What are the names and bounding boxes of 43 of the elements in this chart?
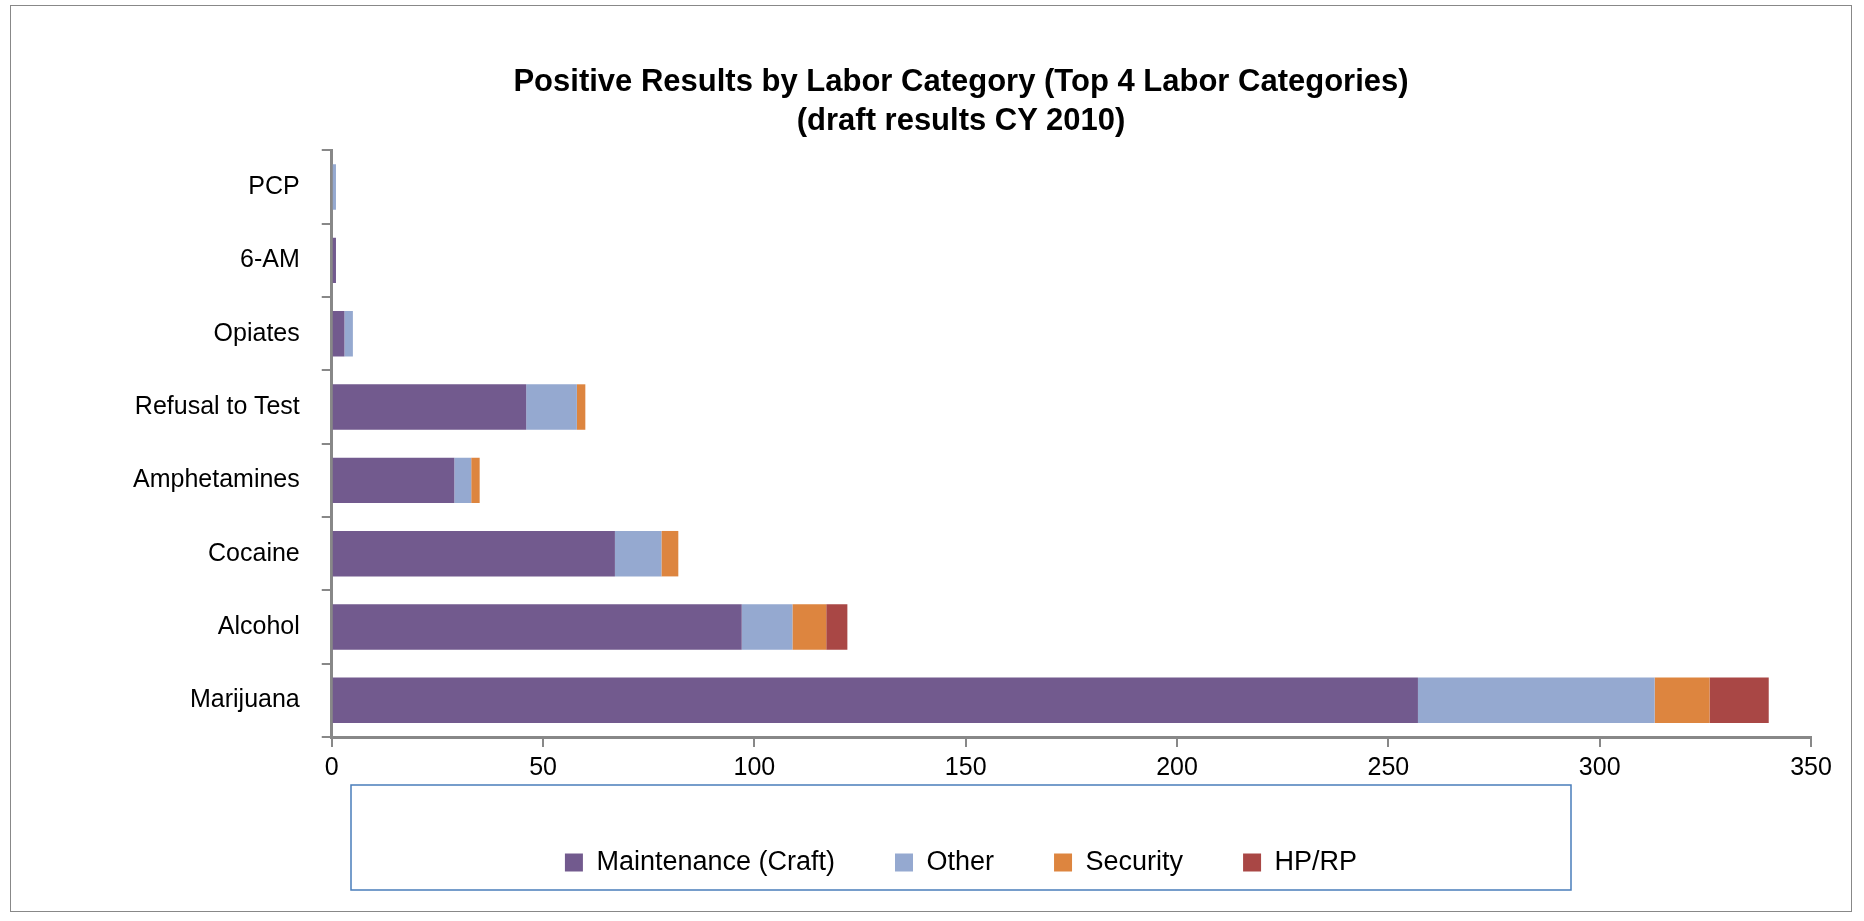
y-tick-label: PCP [248,170,300,199]
legend-label: Other [926,845,995,876]
x-tick-label: 150 [944,751,987,780]
bar [792,604,827,650]
bar [332,530,615,577]
y-tick-label: Opiates [213,317,300,346]
x-tick-label: 300 [1578,751,1621,780]
bar [344,310,353,357]
bar [332,677,1418,724]
bar [741,604,793,650]
y-tick-label: 6-AM [240,244,300,273]
x-tick-label: 0 [324,751,339,780]
bar [332,310,345,357]
x-tick-label: 250 [1367,751,1410,780]
y-tick-label: Marijuana [189,684,300,713]
x-tick-label: 350 [1790,751,1832,780]
bar [454,457,472,504]
bar [332,164,336,210]
bar [826,604,848,650]
legend-label: Maintenance (Craft) [596,845,836,876]
y-tick-label: Amphetamines [133,464,300,493]
x-tick-label: 50 [529,751,557,780]
x-tick-label: 100 [733,751,776,780]
bar [1654,677,1710,724]
y-tick-label: Alcohol [217,610,300,639]
bar [1417,677,1655,724]
bar [332,237,336,284]
x-tick-label: 200 [1156,751,1198,780]
chart-title: Positive Results by Labor Category (Top 4 Labor Categories) [513,63,1409,99]
bar [661,530,679,577]
bar [1709,677,1769,724]
bar [332,384,527,430]
bar [526,384,577,430]
y-tick-label: Refusal to Test [134,390,300,419]
bar [332,604,742,650]
legend-label: HP/RP [1274,845,1358,876]
y-tick-label: Cocaine [208,537,300,566]
bar [332,457,455,504]
bar [576,384,586,430]
bar [471,457,480,504]
bar [614,530,662,577]
chart-subtitle: (draft results CY 2010) [796,102,1126,138]
legend-label: Security [1085,845,1184,876]
